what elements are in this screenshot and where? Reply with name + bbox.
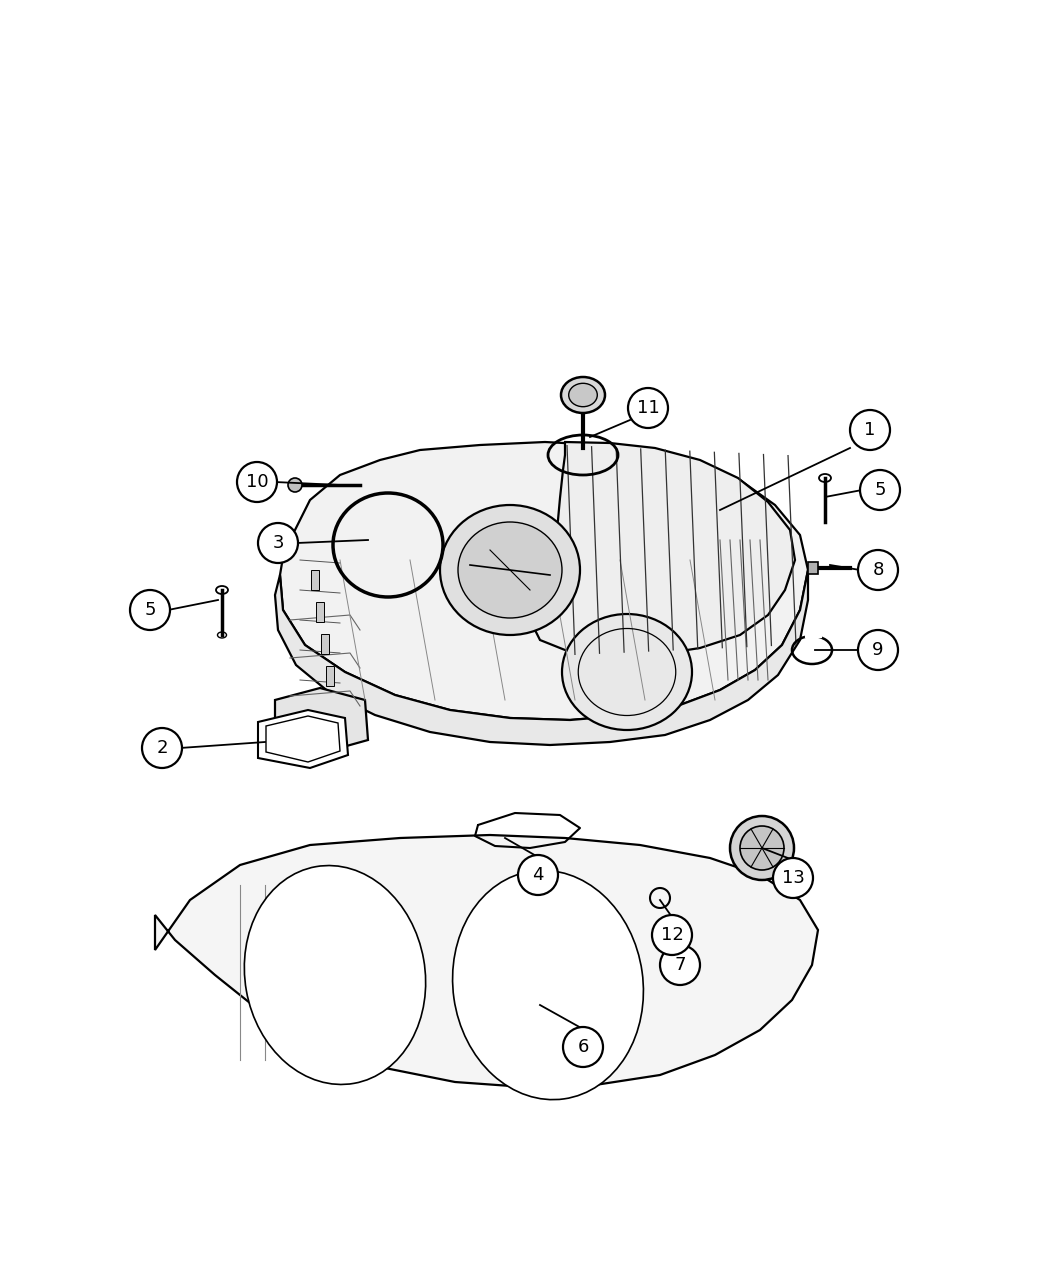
- Circle shape: [773, 858, 813, 898]
- Circle shape: [288, 478, 302, 492]
- Text: 12: 12: [660, 926, 684, 944]
- Polygon shape: [258, 710, 348, 768]
- Circle shape: [858, 550, 898, 590]
- Text: 1: 1: [864, 421, 876, 439]
- Circle shape: [142, 728, 182, 768]
- Polygon shape: [155, 835, 818, 1088]
- Circle shape: [652, 915, 692, 955]
- Circle shape: [563, 1026, 603, 1067]
- Circle shape: [860, 470, 900, 510]
- Polygon shape: [530, 442, 795, 655]
- Text: 5: 5: [875, 481, 886, 499]
- Ellipse shape: [561, 377, 605, 413]
- Circle shape: [130, 590, 170, 630]
- Text: 2: 2: [156, 740, 168, 757]
- Text: 3: 3: [272, 534, 284, 552]
- Bar: [311, 570, 319, 590]
- Text: 7: 7: [674, 956, 686, 974]
- Ellipse shape: [440, 505, 580, 635]
- Circle shape: [258, 523, 298, 564]
- Ellipse shape: [562, 615, 692, 731]
- Bar: [808, 562, 818, 574]
- Text: 11: 11: [636, 399, 659, 417]
- Circle shape: [237, 462, 277, 502]
- Circle shape: [858, 630, 898, 669]
- Text: 13: 13: [781, 870, 804, 887]
- Polygon shape: [275, 570, 808, 745]
- Polygon shape: [266, 717, 340, 762]
- Text: 5: 5: [144, 601, 155, 618]
- Text: 6: 6: [578, 1038, 589, 1056]
- Polygon shape: [275, 688, 368, 752]
- Circle shape: [730, 816, 794, 880]
- Text: 10: 10: [246, 473, 269, 491]
- Ellipse shape: [458, 521, 562, 618]
- Bar: [321, 634, 329, 654]
- Text: 8: 8: [873, 561, 884, 579]
- Circle shape: [850, 411, 890, 450]
- Circle shape: [660, 945, 700, 986]
- Ellipse shape: [245, 866, 425, 1085]
- Bar: [316, 602, 324, 622]
- Polygon shape: [280, 442, 808, 720]
- Circle shape: [628, 388, 668, 428]
- Text: 9: 9: [873, 641, 884, 659]
- Ellipse shape: [453, 871, 644, 1099]
- Circle shape: [518, 856, 558, 895]
- Bar: [326, 666, 334, 686]
- Ellipse shape: [569, 384, 597, 407]
- Circle shape: [740, 826, 784, 870]
- Text: 4: 4: [532, 866, 544, 884]
